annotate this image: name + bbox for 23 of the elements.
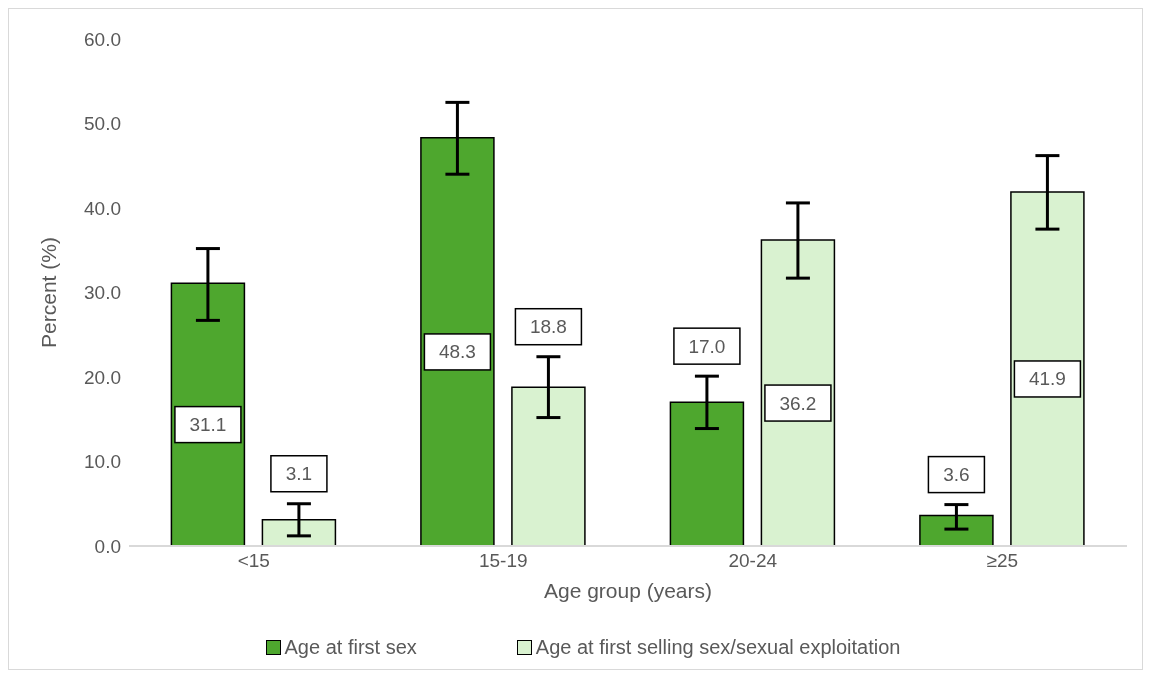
data-label: 3.1 <box>285 463 313 485</box>
legend-label: Age at first selling sex/sexual exploitation <box>534 636 901 659</box>
y-axis-title: Percent (%) <box>37 237 61 348</box>
data-label: 18.8 <box>529 316 567 338</box>
x-tick-label: 15-19 <box>478 550 528 572</box>
x-tick-label: <15 <box>237 550 270 572</box>
y-tick-label: 0.0 <box>94 535 121 557</box>
data-label: 48.3 <box>438 341 476 363</box>
x-tick-label: 20-24 <box>728 550 778 572</box>
data-label: 17.0 <box>688 335 726 357</box>
x-tick-label: ≥25 <box>986 550 1019 572</box>
y-tick-label: 20.0 <box>84 366 121 388</box>
y-tick-label: 60.0 <box>84 28 121 50</box>
data-label: 36.2 <box>779 392 817 414</box>
y-tick-label: 50.0 <box>84 113 121 135</box>
data-label: 3.6 <box>943 464 970 486</box>
x-axis-title: Age group (years) <box>543 579 713 602</box>
data-label: 41.9 <box>1028 368 1066 390</box>
y-tick-label: 30.0 <box>84 282 121 304</box>
legend-label: Age at first sex <box>283 636 417 659</box>
data-label: 31.1 <box>189 414 227 436</box>
y-tick-label: 10.0 <box>84 451 121 473</box>
y-tick-label: 40.0 <box>84 197 121 219</box>
